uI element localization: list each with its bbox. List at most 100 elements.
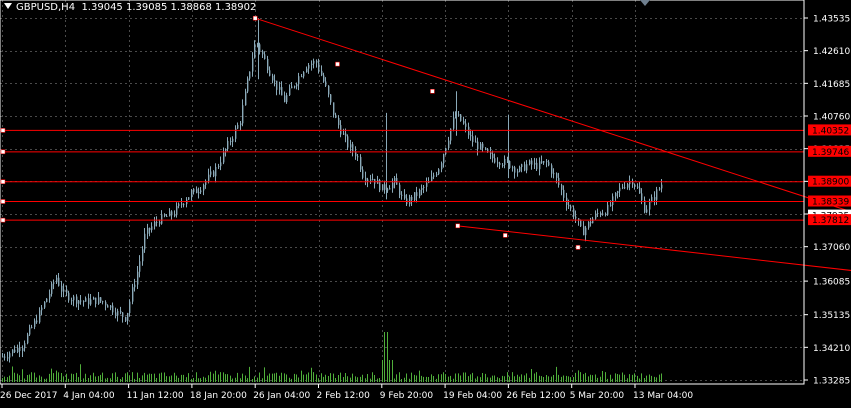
level-price-tag (808, 145, 851, 157)
candle-body (387, 189, 389, 191)
candle-body (472, 136, 474, 143)
candle-body (536, 162, 538, 170)
candle-body (156, 221, 158, 223)
candle-body (490, 152, 492, 154)
candle-body (372, 179, 374, 181)
candle-body (419, 189, 421, 197)
candle-body (257, 43, 259, 45)
candle-body (526, 164, 528, 171)
candle-body (139, 261, 141, 272)
candle-body (436, 174, 438, 176)
candle-body (585, 227, 587, 236)
candle-body (504, 158, 506, 165)
time-axis[interactable]: 26 Dec 2017 4 Jan 04:00 11 Jan 12:00 18 Jan… (0, 384, 693, 401)
candle-body (521, 164, 523, 168)
candle-body (196, 188, 198, 194)
candle-body (188, 197, 190, 200)
candle-body (384, 184, 386, 190)
candle-body (129, 301, 131, 314)
candle-body (654, 197, 656, 200)
plot-border (0, 0, 805, 385)
candle-body (44, 302, 46, 308)
candle-body (78, 300, 80, 304)
candle-body (262, 51, 264, 55)
chart-shift-marker-icon[interactable] (640, 0, 650, 6)
candle-body (600, 212, 602, 215)
candle-body (291, 86, 293, 89)
candle-body (34, 320, 36, 327)
candle-body (298, 76, 300, 85)
candle-body (93, 297, 95, 300)
candle-body (448, 140, 450, 149)
candle-body (269, 70, 271, 76)
candle-body (183, 204, 185, 206)
candle-body (480, 143, 482, 150)
time-tick-label: 26 Feb 12:00 (506, 391, 565, 401)
candle-body (117, 310, 119, 316)
candle-body (379, 179, 381, 191)
candle-body (492, 153, 494, 159)
candle-body (612, 196, 614, 205)
candle-body (551, 165, 553, 174)
candle-body (563, 189, 565, 198)
trendline-anchor-handle (455, 223, 461, 229)
candle-body (137, 271, 139, 285)
candle-body (541, 161, 543, 163)
candle-body (323, 75, 325, 82)
candle-body (548, 161, 550, 166)
candle-body (68, 292, 70, 301)
level-price-label: 1.39746 (812, 148, 849, 158)
line-anchor-handle (0, 217, 6, 223)
candle-body (570, 206, 572, 209)
trendline-anchor-handle (502, 233, 508, 238)
candle-body (362, 169, 364, 178)
candle-body (31, 326, 33, 328)
candle-body (27, 334, 29, 344)
candle-body (316, 60, 318, 63)
candle-body (254, 43, 256, 59)
candle-body (431, 176, 433, 181)
candle-body (646, 209, 648, 213)
candle-body (394, 177, 396, 183)
candle-body (286, 95, 288, 103)
candle-body (36, 320, 38, 323)
candle-body (499, 162, 501, 166)
trendline-anchor-handle (335, 61, 340, 67)
candle-body (220, 162, 222, 167)
time-tick-label: 13 Mar 04:00 (633, 391, 693, 401)
candle-body (468, 126, 470, 136)
candle-body (414, 192, 416, 201)
triangle-down-icon[interactable] (4, 3, 12, 9)
candlestick-series (2, 18, 663, 363)
candle-body (539, 161, 541, 170)
candle-body (49, 293, 51, 299)
candle-body (142, 249, 144, 262)
candle-body (9, 353, 11, 358)
candle-body (580, 220, 582, 227)
candle-body (259, 44, 261, 52)
candle-body (330, 94, 332, 103)
candle-body (649, 201, 651, 210)
candle-body (56, 277, 58, 283)
candle-body (7, 357, 9, 359)
candle-body (367, 179, 369, 182)
candle-body (453, 117, 455, 129)
candle-body (112, 305, 114, 313)
candle-body (595, 213, 597, 219)
candle-body (63, 289, 65, 292)
candle-body (622, 187, 624, 189)
candle-body (247, 78, 249, 92)
chart-title-bar[interactable]: GBPUSD,H4 1.39045 1.39085 1.38868 1.3890… (4, 2, 256, 13)
candle-body (12, 349, 14, 354)
candle-body (433, 175, 435, 177)
candle-body (627, 184, 629, 188)
candle-body (399, 184, 401, 195)
time-tick-label: 9 Feb 20:00 (380, 391, 434, 401)
trendline-lower (457, 225, 851, 271)
candle-body (232, 138, 234, 142)
candle-body (502, 164, 504, 166)
candle-body (100, 297, 102, 302)
candle-body (294, 86, 296, 88)
